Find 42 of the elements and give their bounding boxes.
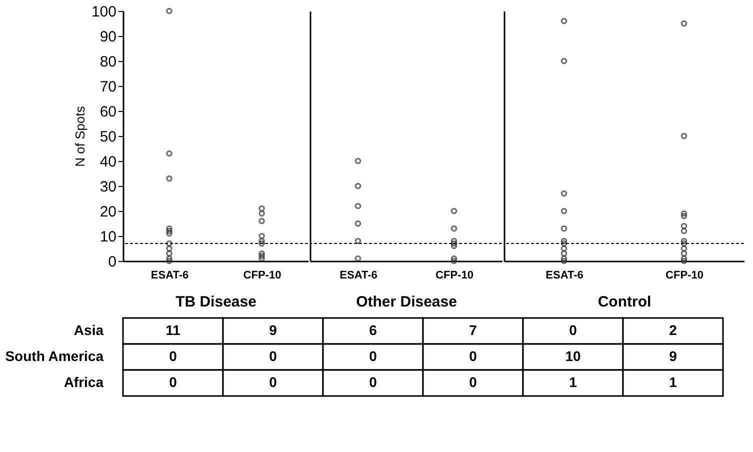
data-label: 0 (169, 374, 178, 390)
x-tick-label: ESAT-6 (340, 270, 378, 282)
data-label: 0 (469, 348, 478, 364)
y-tick-label: 60 (100, 104, 116, 120)
data-label: 0 (369, 374, 378, 390)
data-label: 0 (469, 374, 478, 390)
y-tick-label: 10 (100, 228, 116, 246)
data-label: 6 (369, 322, 378, 338)
y-tick-label: 40 (100, 154, 116, 170)
data-label: 7 (469, 322, 478, 338)
data-label: 10 (565, 348, 581, 364)
x-tick-label: CFP-10 (436, 270, 474, 282)
x-tick-label: CFP-10 (243, 270, 282, 282)
data-label: 0 (369, 348, 378, 364)
x-axis-title: Control (598, 294, 652, 310)
data-label: 0 (569, 322, 578, 338)
x-tick-label: ESAT-6 (546, 270, 584, 282)
data-label: 1 (569, 374, 578, 390)
data-label: 0 (169, 348, 178, 364)
y-tick-label: 70 (100, 78, 116, 96)
data-label: 9 (269, 322, 278, 338)
data-label: 0 (269, 374, 278, 390)
y-tick-label: 0 (108, 254, 116, 270)
x-tick-label: CFP-10 (666, 270, 704, 282)
y-tick-label: Asia (74, 322, 104, 338)
x-axis-title: Other Disease (356, 294, 457, 310)
y-tick-label: 50 (100, 128, 116, 146)
data-label: 1 (669, 374, 678, 390)
y-axis-title: N of Spots (72, 106, 88, 167)
data-label: 11 (166, 322, 181, 338)
x-axis-title: TB Disease (176, 294, 256, 310)
data-label: 0 (269, 348, 278, 364)
y-tick-label: 30 (100, 178, 116, 196)
data-label: 9 (669, 348, 678, 364)
y-tick-label: 100 (91, 4, 116, 20)
y-tick-label: Africa (64, 374, 104, 390)
y-tick-label: South America (5, 348, 104, 364)
y-tick-label: 80 (100, 54, 116, 70)
y-tick-label: 90 (100, 28, 116, 46)
data-label: 2 (669, 322, 678, 338)
x-tick-label: ESAT-6 (150, 270, 189, 282)
y-tick-label: 20 (100, 204, 116, 220)
